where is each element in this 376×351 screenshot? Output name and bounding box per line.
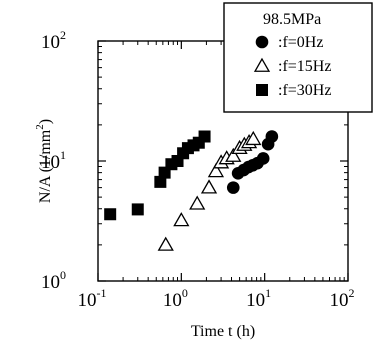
x-tick-label: 10-1 [78, 286, 107, 311]
x-tick-base: 10 [330, 290, 349, 311]
data-point-series-2 [104, 208, 117, 221]
y-tick-label: 101 [41, 148, 66, 173]
legend-marker-1 [253, 57, 271, 72]
legend-entries: :f=0Hz :f=15Hz :f=30Hz [253, 34, 331, 99]
x-tick-exponent: 0 [182, 286, 188, 300]
data-point-series-1 [157, 236, 174, 251]
x-axis-title: Time t (h) [191, 323, 255, 340]
legend-label-1: :f=15Hz [278, 58, 331, 75]
data-point-series-0 [265, 130, 279, 143]
x-tick-label: 100 [163, 286, 188, 311]
y-tick-base: 10 [41, 32, 60, 53]
data-point-series-0 [226, 181, 240, 194]
y-tick-label: 100 [41, 268, 66, 293]
legend-title: 98.5MPa [263, 11, 321, 28]
data-point-series-2 [198, 130, 211, 143]
legend-label-2: :f=30Hz [278, 82, 331, 99]
x-tick-base: 10 [246, 290, 265, 311]
legend-label-0: :f=0Hz [278, 34, 323, 51]
data-point-series-0 [256, 152, 270, 165]
legend-marker-2 [256, 84, 268, 96]
legend-box [223, 2, 373, 113]
y-tick-base: 10 [41, 272, 60, 293]
plot-frame [97, 40, 349, 282]
y-tick-exponent: 2 [60, 28, 66, 42]
y-tick-exponent: 0 [60, 268, 66, 282]
x-tick-base: 10 [163, 290, 182, 311]
x-tick-exponent: -1 [97, 286, 107, 300]
data-point-series-1 [200, 179, 218, 194]
data-point-series-2 [131, 203, 144, 216]
x-tick-base: 10 [78, 290, 97, 311]
data-point-series-1 [173, 212, 190, 227]
x-tick-label: 101 [246, 286, 271, 311]
x-tick-exponent: 2 [349, 286, 355, 300]
legend: 98.5MPa :f=0Hz :f=15Hz :f=30Hz [223, 2, 373, 113]
legend-marker-0 [255, 35, 269, 49]
y-tick-label: 102 [41, 28, 66, 53]
y-tick-exponent: 1 [60, 148, 66, 162]
data-point-series-1 [189, 195, 206, 210]
data-point-series-1 [245, 130, 262, 146]
y-axis-title-group: N/A (1/mm2) [34, 119, 54, 203]
data-point-series-1 [207, 163, 225, 178]
data-points [104, 130, 279, 251]
y-tick-base: 10 [41, 152, 60, 173]
y-axis-title: N/A (1/mm2) [34, 119, 54, 203]
x-tick-exponent: 1 [265, 286, 271, 300]
data-point-series-1 [225, 147, 242, 162]
x-tick-label: 102 [330, 286, 355, 311]
data-point-series-2 [154, 175, 167, 188]
